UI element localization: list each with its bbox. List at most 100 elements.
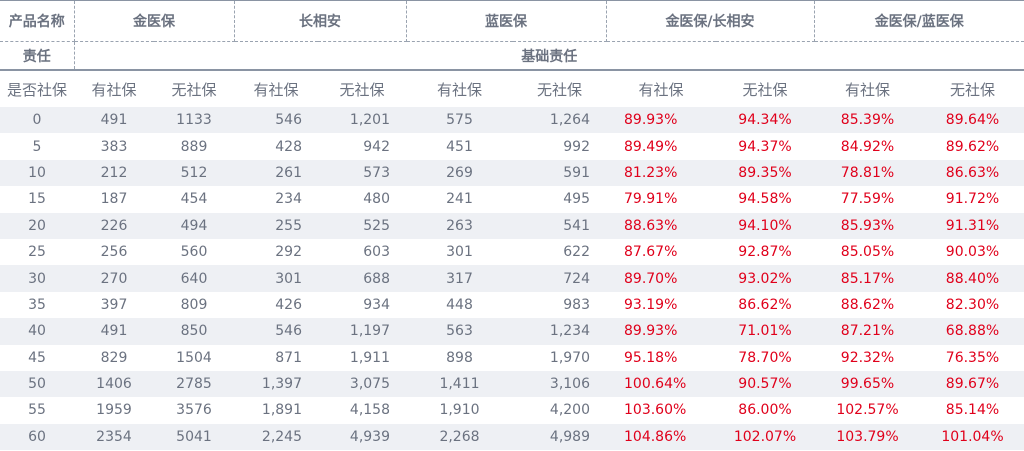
ratio-cell: 99.65% (814, 370, 921, 398)
premium-cell: 494 (154, 212, 234, 239)
premium-cell: 495 (563, 191, 590, 208)
ratio-cell: 85.14% (945, 402, 1000, 419)
premium-cell: 575 (406, 107, 513, 134)
table-row: 50 1406 2785 1,397 3,075 1,411 3,106 100.64% 90.… (0, 370, 1024, 398)
ratio-cell: 89.70% (606, 265, 716, 292)
ratio-cell: 79.91% (624, 191, 678, 208)
ratio-cell: 85.93% (814, 212, 921, 239)
premium-cell: 871 (275, 349, 302, 366)
premium-cell: 2,245 (234, 423, 318, 451)
premium-cell: 541 (513, 212, 606, 239)
ratio-cell: 87.67% (624, 244, 678, 261)
premium-cell: 263 (406, 212, 513, 239)
premium-cell: 563 (406, 318, 513, 345)
ratio-cell: 89.62% (945, 138, 1000, 155)
product-header: 金医保 (74, 0, 235, 42)
premium-cell: 2785 (154, 370, 234, 398)
premium-cell: 292 (275, 244, 302, 261)
premium-cell: 942 (363, 138, 390, 155)
premium-cell: 212 (74, 159, 154, 187)
premium-cell: 3,075 (318, 370, 406, 398)
premium-cell: 234 (275, 191, 302, 208)
premium-cell: 397 (100, 296, 128, 313)
premium-cell: 4,158 (349, 402, 390, 419)
ratio-cell: 94.10% (716, 212, 814, 239)
premium-cell: 546 (234, 318, 318, 345)
subheader-cell: 无社保 (536, 80, 582, 99)
ratio-cell: 103.79% (814, 423, 921, 451)
responsibility-row: 责任 基础责任 (0, 41, 1024, 71)
ratio-cell: 85.17% (814, 265, 921, 292)
ratio-cell: 88.40% (921, 265, 1024, 292)
premium-cell: 809 (180, 296, 208, 313)
premium-cell: 256 (100, 244, 128, 261)
premium-cell: 992 (563, 138, 590, 155)
ratio-cell: 84.92% (840, 138, 895, 155)
age-cell: 0 (0, 107, 74, 134)
premium-cell: 270 (74, 265, 154, 292)
premium-cell: 3,106 (513, 370, 606, 398)
ratio-cell: 85.05% (840, 244, 895, 261)
premium-cell: 850 (154, 318, 234, 345)
table-row: 0 491 1133 546 1,201 575 1,264 89.93% 94.34% 85.3… (0, 107, 1024, 134)
premium-cell: 829 (100, 349, 128, 366)
ratio-cell: 78.81% (814, 159, 921, 187)
age-cell: 20 (0, 212, 74, 239)
premium-cell: 983 (563, 296, 590, 313)
premium-cell: 1,234 (513, 318, 606, 345)
premium-cell: 317 (406, 265, 513, 292)
product-header: 蓝医保 (406, 0, 607, 42)
premium-cell: 898 (446, 349, 473, 366)
premium-cell: 934 (363, 296, 390, 313)
premium-cell: 2,268 (406, 423, 513, 451)
subheader-cell: 有社保 (91, 80, 137, 99)
table-row: 45 829 1504 871 1,911 898 1,970 95.18% 78.70% 92.… (0, 345, 1024, 371)
premium-cell: 491 (74, 318, 154, 345)
table-row: 5 383 889 428 942 451 992 89.49% 94.37% 84.92% 89.… (0, 133, 1024, 159)
premium-cell: 1,910 (439, 402, 480, 419)
subheader-cell: 无社保 (171, 80, 217, 99)
ratio-cell: 94.37% (738, 138, 792, 155)
premium-cell: 4,989 (513, 423, 606, 451)
premium-cell: 1406 (74, 370, 154, 398)
age-cell: 30 (0, 265, 74, 292)
ratio-cell: 92.87% (738, 244, 792, 261)
ratio-cell: 93.02% (716, 265, 814, 292)
age-cell: 15 (28, 191, 46, 208)
ratio-cell: 94.58% (738, 191, 792, 208)
ratio-cell: 81.23% (606, 159, 716, 187)
premium-cell: 724 (513, 265, 606, 292)
ratio-cell: 89.93% (606, 107, 716, 134)
premium-cell: 573 (318, 159, 406, 187)
premium-cell: 480 (363, 191, 390, 208)
ratio-cell: 86.62% (738, 296, 792, 313)
age-cell: 50 (0, 370, 74, 398)
age-cell: 10 (0, 159, 74, 187)
ratio-cell: 76.35% (945, 349, 1000, 366)
premium-cell: 187 (100, 191, 128, 208)
table-row: 15 187 454 234 480 241 495 79.91% 94.58% 77.59% 91… (0, 186, 1024, 212)
ratio-cell: 89.64% (921, 107, 1024, 134)
premium-cell: 688 (318, 265, 406, 292)
ratio-cell: 94.34% (716, 107, 814, 134)
premium-cell: 1,411 (406, 370, 513, 398)
premium-cell: 491 (74, 107, 154, 134)
subheader-cell: 有社保 (638, 80, 684, 99)
subheader-cell: 无社保 (949, 80, 995, 99)
premium-cell: 255 (234, 212, 318, 239)
ratio-cell: 93.19% (624, 296, 678, 313)
premium-cell: 383 (100, 138, 128, 155)
ratio-cell: 102.57% (836, 402, 899, 419)
premium-cell: 1,911 (349, 349, 390, 366)
premium-cell: 226 (74, 212, 154, 239)
age-cell: 25 (28, 244, 46, 261)
premium-cell: 451 (446, 138, 473, 155)
premium-cell: 622 (563, 244, 590, 261)
age-cell: 60 (0, 423, 74, 451)
ratio-cell: 103.60% (624, 402, 687, 419)
ratio-cell: 89.49% (624, 138, 678, 155)
ratio-cell: 104.86% (606, 423, 716, 451)
ratio-cell: 100.64% (606, 370, 716, 398)
product-header: 金医保/蓝医保 (814, 0, 1024, 42)
